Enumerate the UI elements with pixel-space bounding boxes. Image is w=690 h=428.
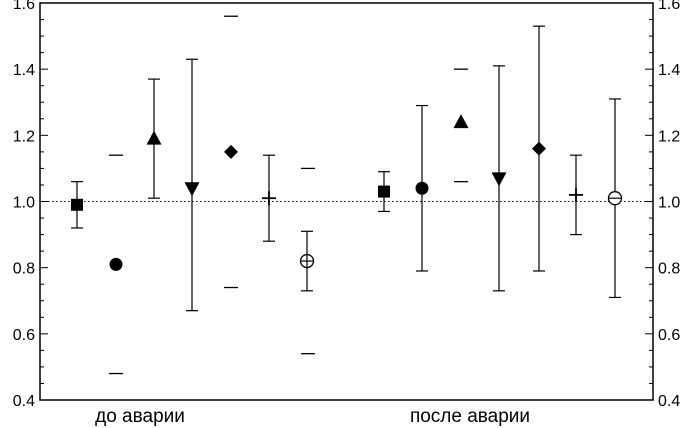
y-tick-label-right: 0.8 (658, 261, 680, 278)
marker-diamond (532, 141, 546, 156)
y-axis-right-ticks: 0.4 0.6 0.8 1.0 1.2 1.4 1.6 (645, 0, 680, 410)
marker-triangle-up (146, 130, 162, 145)
data-point (532, 25, 546, 272)
y-tick-label-right: 1.2 (658, 128, 680, 145)
y-tick-label-right: 1.4 (658, 62, 680, 79)
data-point (184, 58, 200, 312)
group-labels: до аварии после аварии (95, 406, 530, 427)
data-point (299, 230, 315, 292)
data-point (569, 154, 583, 236)
y-tick-label-right: 0.4 (658, 393, 680, 410)
data-point (491, 65, 507, 292)
y-tick-label-left: 0.4 (13, 393, 35, 410)
y-tick-label-right: 1.6 (658, 0, 680, 13)
marker-square (71, 198, 83, 211)
data-point (71, 181, 83, 229)
marker-circle (415, 181, 429, 195)
y-tick-label-left: 1.0 (13, 195, 35, 212)
data-point (301, 167, 315, 355)
y-tick-label-left: 1.2 (13, 128, 35, 145)
y-tick-label-left: 1.6 (13, 0, 35, 13)
y-tick-label-left: 0.8 (13, 261, 35, 278)
marker-triangle-down (491, 172, 507, 187)
data-point (262, 154, 276, 242)
marker-diamond (224, 144, 238, 159)
marker-square (378, 185, 390, 198)
marker-triangle-up (453, 114, 469, 129)
marker-triangle-down (184, 182, 200, 197)
data-point (146, 78, 162, 199)
data-point (453, 68, 469, 183)
data-point (415, 104, 429, 272)
data-point (378, 171, 390, 213)
group-label-before: до аварии (95, 406, 185, 427)
y-tick-label-right: 1.0 (658, 195, 680, 212)
group-label-after: после аварии (410, 406, 530, 427)
data-point (109, 154, 123, 375)
data-point (607, 98, 623, 299)
marker-circle (109, 257, 123, 271)
y-tick-label-left: 0.6 (13, 327, 35, 344)
y-tick-label-left: 1.4 (13, 62, 35, 79)
y-tick-label-right: 0.6 (658, 327, 680, 344)
data-marks (71, 15, 623, 375)
y-axis-left-ticks: 0.4 0.6 0.8 1.0 1.2 1.4 1.6 (13, 0, 48, 410)
data-point (224, 15, 238, 289)
